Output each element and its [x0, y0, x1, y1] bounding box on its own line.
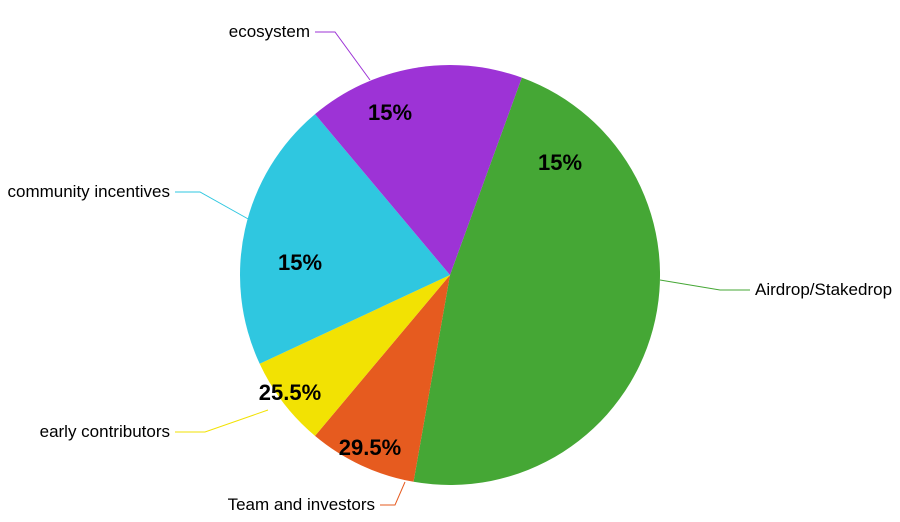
leader-team-and-investors: [380, 482, 405, 505]
leader-ecosystem: [315, 32, 370, 80]
ext-label-airdrop-stakedrop: Airdrop/Stakedrop: [755, 280, 892, 299]
pct-label-ecosystem: 15%: [368, 100, 412, 125]
pct-label-airdrop-stakedrop: 15%: [538, 150, 582, 175]
pct-label-team-and-investors: 29.5%: [339, 435, 401, 460]
pct-label-community-incentives: 15%: [278, 250, 322, 275]
ext-label-team-and-investors: Team and investors: [228, 495, 375, 514]
ext-label-ecosystem: ecosystem: [229, 22, 310, 41]
pct-label-early-contributors: 25.5%: [259, 380, 321, 405]
pie-chart: 15% 29.5% 25.5% 15% 15% Airdrop/Stakedrop Team…: [0, 0, 900, 522]
ext-label-early-contributors: early contributors: [40, 422, 170, 441]
leader-airdrop-stakedrop: [660, 280, 750, 290]
leader-community-incentives: [175, 192, 250, 220]
ext-label-community-incentives: community incentives: [7, 182, 170, 201]
leader-early-contributors: [175, 410, 268, 432]
